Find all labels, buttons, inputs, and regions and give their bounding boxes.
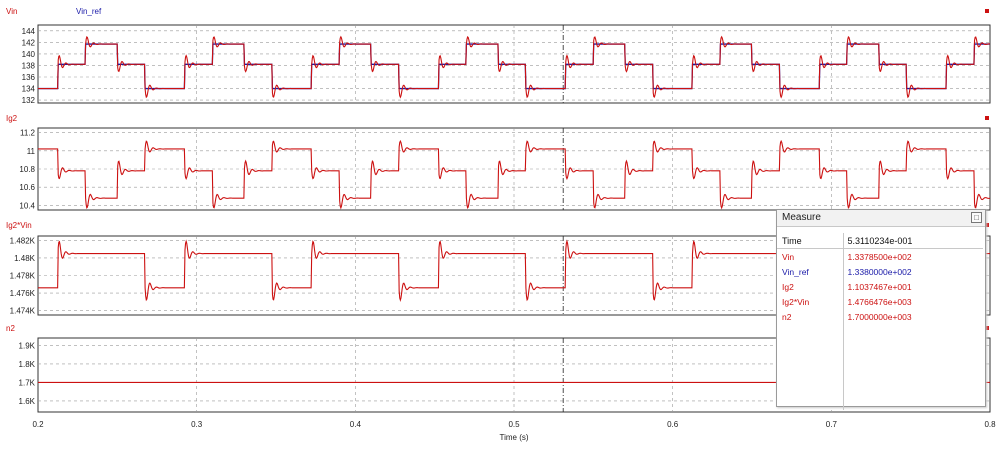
x-tick-label: 0.6 [667, 420, 679, 429]
x-tick-label: 0.7 [826, 420, 838, 429]
measure-filler-cell [842, 324, 983, 410]
measure-row-value: 1.3380000e+002 [842, 264, 983, 279]
y-tick-label: 1.9K [19, 341, 36, 350]
y-tick-label: 1.482K [10, 236, 36, 245]
y-tick-label: 132 [22, 96, 36, 105]
measure-titlebar[interactable]: Measure □ [777, 210, 985, 227]
measure-header-name: Time [777, 233, 844, 249]
measure-row: Vin 1.3378500e+002 [777, 248, 983, 264]
measure-row-value: 1.7000000e+003 [842, 309, 983, 324]
measure-row-value: 1.1037467e+001 [842, 279, 983, 294]
legend-1: Ig2 [6, 114, 18, 123]
y-tick-label: 1.474K [10, 307, 36, 316]
measure-row: Ig2 1.1037467e+001 [777, 279, 983, 294]
legend-2: Ig2*Vin [6, 221, 32, 230]
series-marker [985, 116, 989, 120]
y-tick-label: 10.4 [19, 201, 35, 210]
measure-row: Vin_ref 1.3380000e+002 [777, 264, 983, 279]
y-tick-label: 1.7K [19, 378, 36, 387]
x-tick-label: 0.3 [191, 420, 203, 429]
series-marker [985, 9, 989, 13]
measure-title: Measure [782, 212, 821, 223]
measure-header-value: 5.3110234e-001 [842, 233, 983, 249]
measure-row: Ig2*Vin 1.4766476e+003 [777, 294, 983, 309]
y-tick-label: 11.2 [20, 129, 36, 138]
series-line-ig2 [38, 139, 991, 210]
measure-header-row: Time 5.3110234e-001 [777, 233, 983, 249]
measure-row-name: Ig2*Vin [782, 296, 810, 307]
measure-row-name: Vin_ref [782, 266, 809, 277]
series-marker [985, 326, 989, 330]
measure-panel[interactable]: Measure □ Time 5.3110234e-001 Vin 1.3378… [776, 209, 986, 410]
measure-table: Time 5.3110234e-001 Vin 1.3378500e+002 V… [777, 233, 983, 410]
legend-vin-ref: Vin_ref [76, 7, 102, 16]
y-tick-label: 140 [22, 50, 36, 59]
legend-vin: Vin [6, 7, 17, 16]
y-tick-label: 134 [22, 85, 36, 94]
y-tick-label: 1.8K [19, 360, 36, 369]
x-tick-label: 0.8 [984, 420, 996, 429]
series-line-vin [38, 35, 991, 99]
y-tick-label: 1.478K [10, 272, 36, 281]
y-tick-label: 144 [22, 27, 36, 36]
measure-row-name: Vin [782, 251, 795, 262]
measure-filler-row [777, 324, 983, 410]
measure-row: n2 1.7000000e+003 [777, 309, 983, 324]
legend-3: n2 [6, 324, 15, 333]
x-axis-label: Time (s) [499, 433, 528, 442]
measure-filler-cell [777, 324, 843, 410]
y-tick-label: 1.6K [19, 397, 36, 406]
close-icon[interactable]: □ [971, 212, 982, 223]
x-tick-label: 0.4 [350, 420, 362, 429]
measure-row-name: n2 [782, 311, 792, 322]
y-tick-label: 10.6 [19, 183, 35, 192]
y-tick-label: 1.476K [10, 289, 36, 298]
y-tick-label: 142 [22, 38, 36, 47]
measure-row-value: 1.3378500e+002 [842, 248, 983, 264]
y-tick-label: 11 [27, 147, 36, 156]
measure-row-name: Ig2 [782, 281, 794, 292]
y-tick-label: 1.48K [14, 254, 36, 263]
series-marker [985, 223, 989, 227]
y-tick-label: 136 [22, 73, 36, 82]
y-tick-label: 10.8 [19, 165, 35, 174]
measure-row-value: 1.4766476e+003 [842, 294, 983, 309]
y-tick-label: 138 [22, 61, 36, 70]
x-tick-label: 0.5 [508, 420, 520, 429]
x-tick-label: 0.2 [32, 420, 44, 429]
